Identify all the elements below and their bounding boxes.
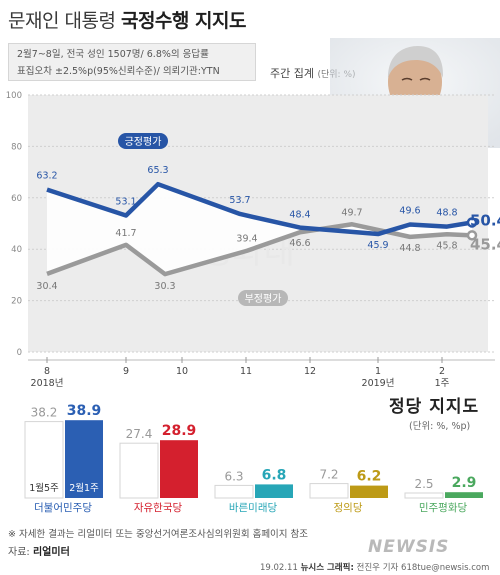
disapprove-point-label: 44.8 — [399, 243, 420, 254]
disapprove-series-tag: 부정평가 — [245, 293, 282, 305]
disapprove-end-marker — [466, 230, 478, 241]
x-tick-label: 1 — [375, 366, 381, 377]
disapprove-point-label: 49.7 — [341, 207, 362, 218]
disapprove-point-label: 45.4% — [470, 235, 500, 253]
bar-curr-value: 6.2 — [357, 469, 382, 485]
credit-date: 19.02.11 — [260, 563, 298, 573]
bar-prev-value: 7.2 — [319, 468, 338, 482]
approve-point-label: 48.4 — [289, 210, 310, 221]
source-name: 리얼미터 — [32, 547, 70, 558]
bar-prev — [24, 421, 64, 499]
approve-point-label: 48.8 — [436, 208, 457, 219]
point-labels: 63.2 53.1 65.3 53.7 48.4 45.9 49.6 48.8 50.4% 30.… — [36, 165, 500, 292]
party-chart-title: 정당 지지도 — [389, 397, 480, 417]
x-tick-label: 2 — [439, 366, 445, 377]
survey-line-2: 표집오차 ±2.5%p(95%신뢰수준)/ 의뢰기관:YTN — [17, 66, 220, 77]
x-tick-label: 11 — [240, 366, 252, 377]
x-tick-label: 2018년 — [31, 378, 64, 389]
y-tick-label: 0 — [17, 348, 22, 358]
footnote: ※ 자세한 결과는 리얼미터 또는 중앙선거여론조사심의위원회 홈페이지 참조 — [8, 529, 309, 540]
bar-curr — [65, 420, 103, 498]
bar-curr-value: 38.9 — [67, 403, 102, 419]
y-tick-label: 100 — [6, 91, 22, 101]
survey-info-box: 2월7~8일, 전국 성인 1507명/ 6.8%의 응답률 표집오차 ±2.5… — [8, 43, 256, 81]
weekly-label-text: 주간 집계 — [270, 67, 314, 80]
x-tick-label: 2019년 — [362, 378, 395, 389]
approve-point-label: 49.6 — [399, 206, 420, 217]
approve-end-marker — [466, 217, 478, 228]
title-prefix: 문재인 대통령 — [8, 10, 116, 32]
title-area: 문재인 대통령 국정수행 지지도 — [0, 0, 500, 40]
x-tick-label: 8 — [44, 366, 50, 377]
page-title: 문재인 대통령 국정수행 지지도 — [8, 6, 246, 33]
party-bar-chart: 38.2 38.9 더불어민주당 1월5주 2월1주 27.4 28.9 자유한국당 6.3 6.… — [24, 403, 483, 514]
approve-point-label: 45.9 — [367, 240, 388, 251]
source: 자료: 리얼미터 — [8, 543, 70, 558]
disapprove-point-label: 41.7 — [115, 228, 136, 239]
bar-curr-value: 6.8 — [262, 467, 287, 483]
disapprove-point-label: 30.3 — [154, 281, 175, 292]
party-name: 정의당 — [334, 502, 363, 514]
legend-prev: 1월5주 — [29, 482, 59, 494]
approve-point-label: 65.3 — [147, 165, 168, 176]
approve-point-label: 53.1 — [115, 197, 136, 208]
approve-line — [46, 181, 473, 237]
credit-agency: 뉴시스 그래픽: — [300, 563, 354, 573]
party-name: 자유한국당 — [134, 502, 183, 514]
bar-prev — [309, 483, 349, 499]
bar-prev-value: 6.3 — [224, 469, 243, 483]
disapprove-point-label: 30.4 — [36, 281, 57, 292]
bar-curr — [350, 485, 388, 498]
bar-prev — [214, 484, 254, 499]
y-tick-label: 20 — [11, 297, 22, 307]
y-tick-label: 40 — [11, 245, 22, 255]
credit: 19.02.11 뉴시스 그래픽: 전진우 기자 618tue@newsis.c… — [260, 561, 489, 573]
approve-point-label: 50.4% — [470, 211, 500, 229]
approve-series-tag: 긍정평가 — [125, 136, 162, 148]
party-name: 더불어민주당 — [34, 502, 92, 514]
source-label: 자료: — [8, 547, 30, 558]
approve-series-tag-bg — [118, 133, 168, 149]
legend-curr: 2월1주 — [69, 482, 99, 494]
survey-line-1: 2월7~8일, 전국 성인 1507명/ 6.8%의 응답률 — [17, 49, 209, 60]
bar-curr — [445, 492, 483, 498]
bar-prev-value: 2.5 — [414, 477, 433, 491]
bar-curr-value: 2.9 — [452, 475, 477, 491]
approve-point-label: 53.7 — [229, 195, 250, 206]
bar-curr — [255, 484, 293, 498]
disapprove-series-tag-bg — [238, 290, 288, 306]
bar-curr-value: 28.9 — [162, 423, 197, 439]
newsis-logo: NEWSIS — [368, 537, 450, 557]
credit-author: 전진우 기자 618tue@newsis.com — [356, 563, 490, 573]
y-tick-label: 80 — [11, 142, 22, 152]
bar-curr — [160, 440, 198, 498]
party-name: 바른미래당 — [229, 502, 278, 514]
disapprove-point-label: 45.8 — [436, 240, 457, 251]
disapprove-point-label: 39.4 — [236, 234, 257, 245]
party-name: 민주평화당 — [419, 502, 468, 514]
disapprove-line — [46, 222, 473, 277]
x-tick-label: 10 — [176, 366, 188, 377]
x-tick-label: 12 — [304, 366, 316, 377]
title-main: 국정수행 지지도 — [120, 10, 246, 32]
approval-gap-band — [47, 184, 472, 275]
bar-prev — [119, 442, 159, 499]
x-tick-label: 1주 — [435, 378, 450, 389]
x-tick-label: 9 — [123, 366, 129, 377]
bars: 38.2 38.9 더불어민주당 1월5주 2월1주 27.4 28.9 자유한국당 6.3 6.… — [24, 403, 483, 514]
party-chart-unit: (단위: %, %p) — [409, 421, 471, 432]
bar-prev — [404, 492, 444, 499]
approve-point-label: 63.2 — [36, 171, 57, 182]
bar-prev-value: 38.2 — [31, 406, 58, 420]
disapprove-point-label: 46.6 — [289, 238, 310, 249]
y-tick-label: 60 — [11, 194, 22, 204]
bar-prev-value: 27.4 — [126, 427, 153, 441]
